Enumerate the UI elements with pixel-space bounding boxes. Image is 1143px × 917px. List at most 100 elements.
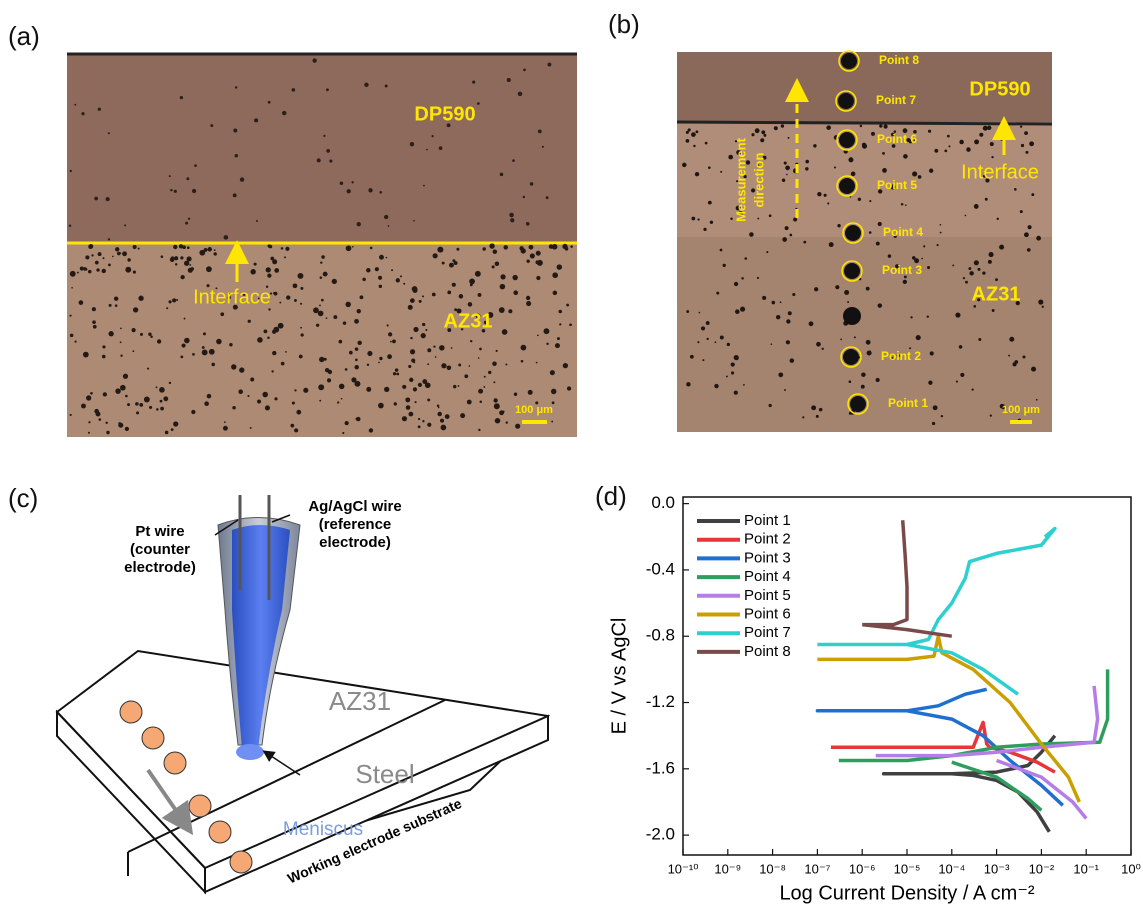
pore — [521, 345, 527, 351]
pore — [509, 213, 514, 218]
pore — [475, 271, 481, 277]
pore — [884, 125, 888, 129]
y-tick-label: -1.6 — [646, 758, 675, 777]
pore — [515, 424, 520, 429]
pore — [432, 293, 436, 297]
pore — [138, 296, 143, 301]
pore — [426, 149, 428, 151]
pore — [214, 252, 217, 255]
legend-label: Point 2 — [744, 531, 791, 548]
pore — [834, 166, 836, 168]
pore — [695, 172, 699, 176]
pore — [293, 283, 298, 288]
pore — [74, 104, 76, 106]
pore — [731, 362, 735, 366]
pore — [781, 124, 784, 127]
pore — [319, 400, 321, 402]
point-dot — [230, 851, 252, 873]
pore — [453, 385, 456, 388]
pore — [300, 303, 302, 305]
pore — [445, 414, 450, 419]
pore — [707, 321, 709, 323]
pore — [186, 177, 189, 180]
pore — [402, 385, 406, 389]
pore — [187, 246, 190, 249]
pore — [355, 365, 359, 369]
pore — [367, 351, 372, 356]
pore — [266, 267, 271, 272]
pore — [394, 402, 397, 405]
pore — [991, 156, 993, 158]
point-dot — [189, 795, 211, 817]
pore — [910, 316, 912, 318]
pore — [340, 181, 344, 185]
pore — [512, 275, 517, 280]
pore — [438, 407, 440, 409]
pore — [422, 295, 424, 297]
pore — [784, 162, 787, 165]
pore — [323, 135, 325, 137]
pore — [723, 264, 726, 267]
pore — [526, 296, 530, 300]
pore — [500, 284, 506, 290]
pore — [343, 321, 347, 325]
pore — [862, 143, 866, 147]
pore — [115, 247, 119, 251]
pore — [530, 253, 535, 258]
pore — [869, 231, 872, 234]
pore — [502, 329, 508, 335]
pore — [166, 307, 168, 309]
pore — [702, 359, 704, 361]
pore — [132, 350, 134, 352]
pore — [70, 334, 74, 338]
pore — [247, 395, 249, 397]
pore — [433, 253, 438, 258]
indent — [844, 263, 860, 279]
pore — [321, 299, 324, 302]
y-tick-label: 0.0 — [651, 493, 675, 512]
pore — [708, 166, 711, 169]
pore — [488, 371, 491, 374]
pore — [888, 254, 891, 257]
pore — [1026, 151, 1029, 154]
pore — [400, 275, 402, 277]
pore — [133, 271, 136, 274]
pore — [460, 413, 465, 418]
pore — [355, 359, 358, 362]
pore — [468, 302, 473, 307]
x-tick-label: 10⁻³ — [984, 861, 1010, 876]
pore — [551, 389, 556, 394]
pore — [333, 315, 337, 319]
pore — [108, 331, 113, 336]
pore — [816, 342, 821, 347]
pore — [360, 295, 364, 299]
pore — [771, 343, 773, 345]
legend-label: Point 7 — [744, 624, 791, 641]
pore — [378, 276, 381, 279]
pore — [160, 400, 163, 403]
pore — [714, 384, 718, 388]
pore — [492, 265, 495, 268]
pore — [826, 125, 831, 130]
x-tick-label: 10⁻¹ — [1073, 861, 1099, 876]
pore — [318, 311, 324, 317]
pore — [339, 384, 345, 390]
pore — [300, 327, 302, 329]
pore — [250, 427, 252, 429]
pore — [816, 415, 819, 418]
pore — [317, 158, 321, 162]
pore — [969, 271, 973, 275]
pore — [224, 235, 229, 240]
pore — [858, 198, 861, 201]
pore — [495, 262, 499, 266]
pore — [214, 249, 216, 251]
pore — [749, 232, 754, 237]
pore — [117, 252, 120, 255]
pore — [169, 382, 171, 384]
pore — [171, 428, 174, 431]
pore — [688, 128, 691, 131]
pore — [467, 400, 472, 405]
point-label: Point 1 — [888, 396, 928, 410]
pore — [716, 292, 719, 295]
